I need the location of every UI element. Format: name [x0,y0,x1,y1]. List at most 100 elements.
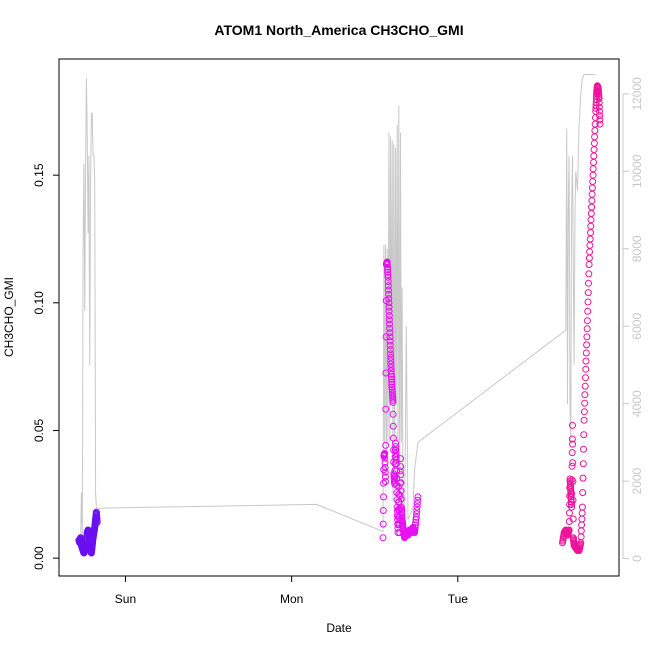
data-point [578,521,586,529]
data-point [590,158,597,166]
data-point [386,346,394,354]
x-tick-label: Tue [448,592,469,606]
data-point [569,478,577,485]
data-point [578,515,586,523]
data-point [389,396,397,404]
data-point [381,468,389,476]
series-2 [559,82,604,554]
data-point [584,298,592,306]
data-point [580,416,588,424]
y-right-tick-label: 12000 [630,77,644,111]
data-point [391,460,399,468]
data-point [384,282,392,290]
data-point [590,152,598,160]
data-point [587,216,595,224]
data-point [588,190,596,198]
data-point [414,493,422,501]
data-point [583,325,591,333]
x-tick-label: Sun [115,592,136,606]
data-point [589,171,597,179]
data-point [581,391,589,399]
data-point [392,443,400,451]
x-axis-label: Date [326,621,352,635]
data-point [388,375,396,383]
data-point [389,394,397,402]
data-point [393,474,401,482]
data-point [586,235,594,243]
data-point [397,487,405,495]
data-point [397,471,405,479]
plot-frame [58,58,620,577]
y-right-tick-label: 10000 [630,154,644,188]
data-point [583,341,591,349]
data-point [585,261,593,268]
data-point [592,114,599,122]
data-point [384,266,392,274]
data-point [386,333,394,341]
data-point [585,270,593,278]
data-point [583,333,591,341]
data-point [581,399,589,407]
data-point [596,116,604,124]
data-point [582,357,590,365]
data-point [381,459,389,467]
data-point [385,303,393,311]
data-point [413,503,421,511]
data-point [396,492,404,500]
data-point [384,273,392,281]
data-point [595,103,603,111]
data-point [585,279,592,287]
data-point [386,320,393,328]
data-point [385,307,393,315]
chart-title: ATOM1 North_America CH3CHO_GMI [214,22,463,38]
data-point [569,421,576,429]
data-point [386,329,394,337]
data-point [596,120,604,128]
data-point [568,490,576,497]
data-point [584,289,592,297]
data-point [568,501,575,508]
data-point [567,486,575,494]
data-point [565,509,573,517]
data-point [577,540,584,548]
axes-layer: Sun Mon Tue 0.00 0.05 0.10 0.15 0 2000 4000 6000 80… [32,77,644,606]
data-point [587,222,595,230]
data-point [590,146,598,154]
data-point [388,378,396,386]
data-point [567,498,575,506]
data-point [565,527,573,535]
data-point [589,165,597,173]
data-point [389,392,397,400]
data-point [380,493,387,501]
data-point [386,324,394,332]
data-point [93,517,101,525]
data-point [413,507,421,514]
y-right-tick-label: 8000 [630,235,644,262]
data-point [590,139,598,147]
data-point [583,317,591,325]
data-point [383,261,391,268]
data-point [381,464,389,471]
data-point [568,449,576,457]
data-point [569,440,577,448]
data-point [579,474,587,482]
data-point [397,479,405,487]
data-point [591,133,599,141]
data-point [385,312,393,320]
y-right-tick-label: 0 [630,555,644,562]
data-point [412,513,420,521]
data-point [580,408,588,416]
data-point [589,178,597,185]
data-point [384,286,392,294]
data-point [411,526,419,534]
data-point [388,373,395,381]
data-point [411,524,419,531]
data-point [379,534,387,542]
data-point [396,467,404,475]
data-point [389,434,397,442]
data-point [387,357,395,365]
data-point [569,459,577,467]
data-point [382,333,390,341]
y-right-tick-label: 4000 [630,390,644,417]
